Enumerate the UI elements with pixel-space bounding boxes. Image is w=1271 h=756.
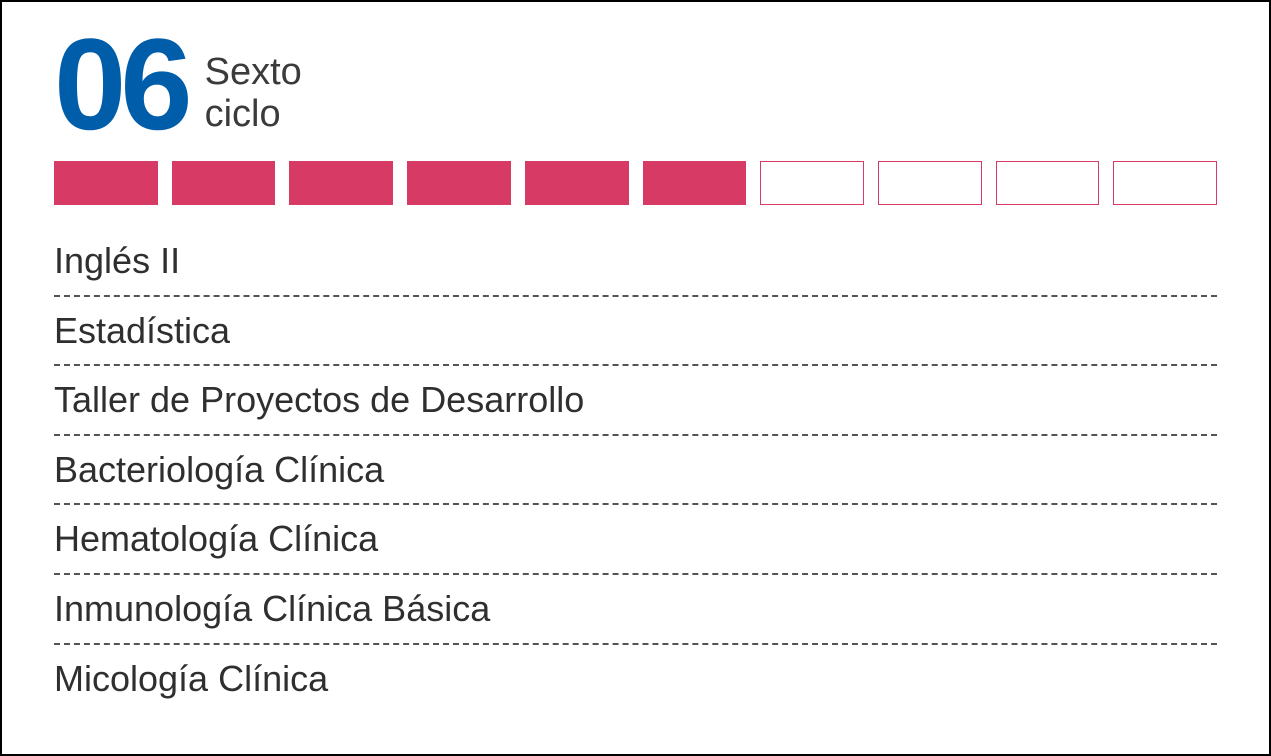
progress-seg-filled (525, 161, 629, 205)
progress-seg-empty (878, 161, 982, 205)
course-item: Bacteriología Clínica (54, 436, 1217, 506)
cycle-header: 06 Sexto ciclo (54, 26, 1217, 143)
cycle-label-line1: Sexto (205, 52, 302, 94)
course-item: Taller de Proyectos de Desarrollo (54, 366, 1217, 436)
progress-seg-filled (54, 161, 158, 205)
course-item: Inglés II (54, 227, 1217, 297)
course-item: Estadística (54, 297, 1217, 367)
cycle-label: Sexto ciclo (205, 52, 302, 136)
cycle-number: 06 (54, 26, 187, 143)
progress-seg-empty (760, 161, 864, 205)
cycle-label-line2: ciclo (205, 94, 302, 136)
course-list: Inglés IIEstadísticaTaller de Proyectos … (54, 227, 1217, 712)
course-item: Hematología Clínica (54, 505, 1217, 575)
progress-seg-filled (172, 161, 276, 205)
progress-bar (54, 161, 1217, 205)
progress-seg-filled (289, 161, 393, 205)
course-item: Micología Clínica (54, 645, 1217, 713)
progress-seg-empty (1113, 161, 1217, 205)
progress-seg-empty (996, 161, 1100, 205)
progress-seg-filled (643, 161, 747, 205)
course-item: Inmunología Clínica Básica (54, 575, 1217, 645)
cycle-card: 06 Sexto ciclo Inglés IIEstadísticaTalle… (0, 0, 1271, 756)
progress-seg-filled (407, 161, 511, 205)
